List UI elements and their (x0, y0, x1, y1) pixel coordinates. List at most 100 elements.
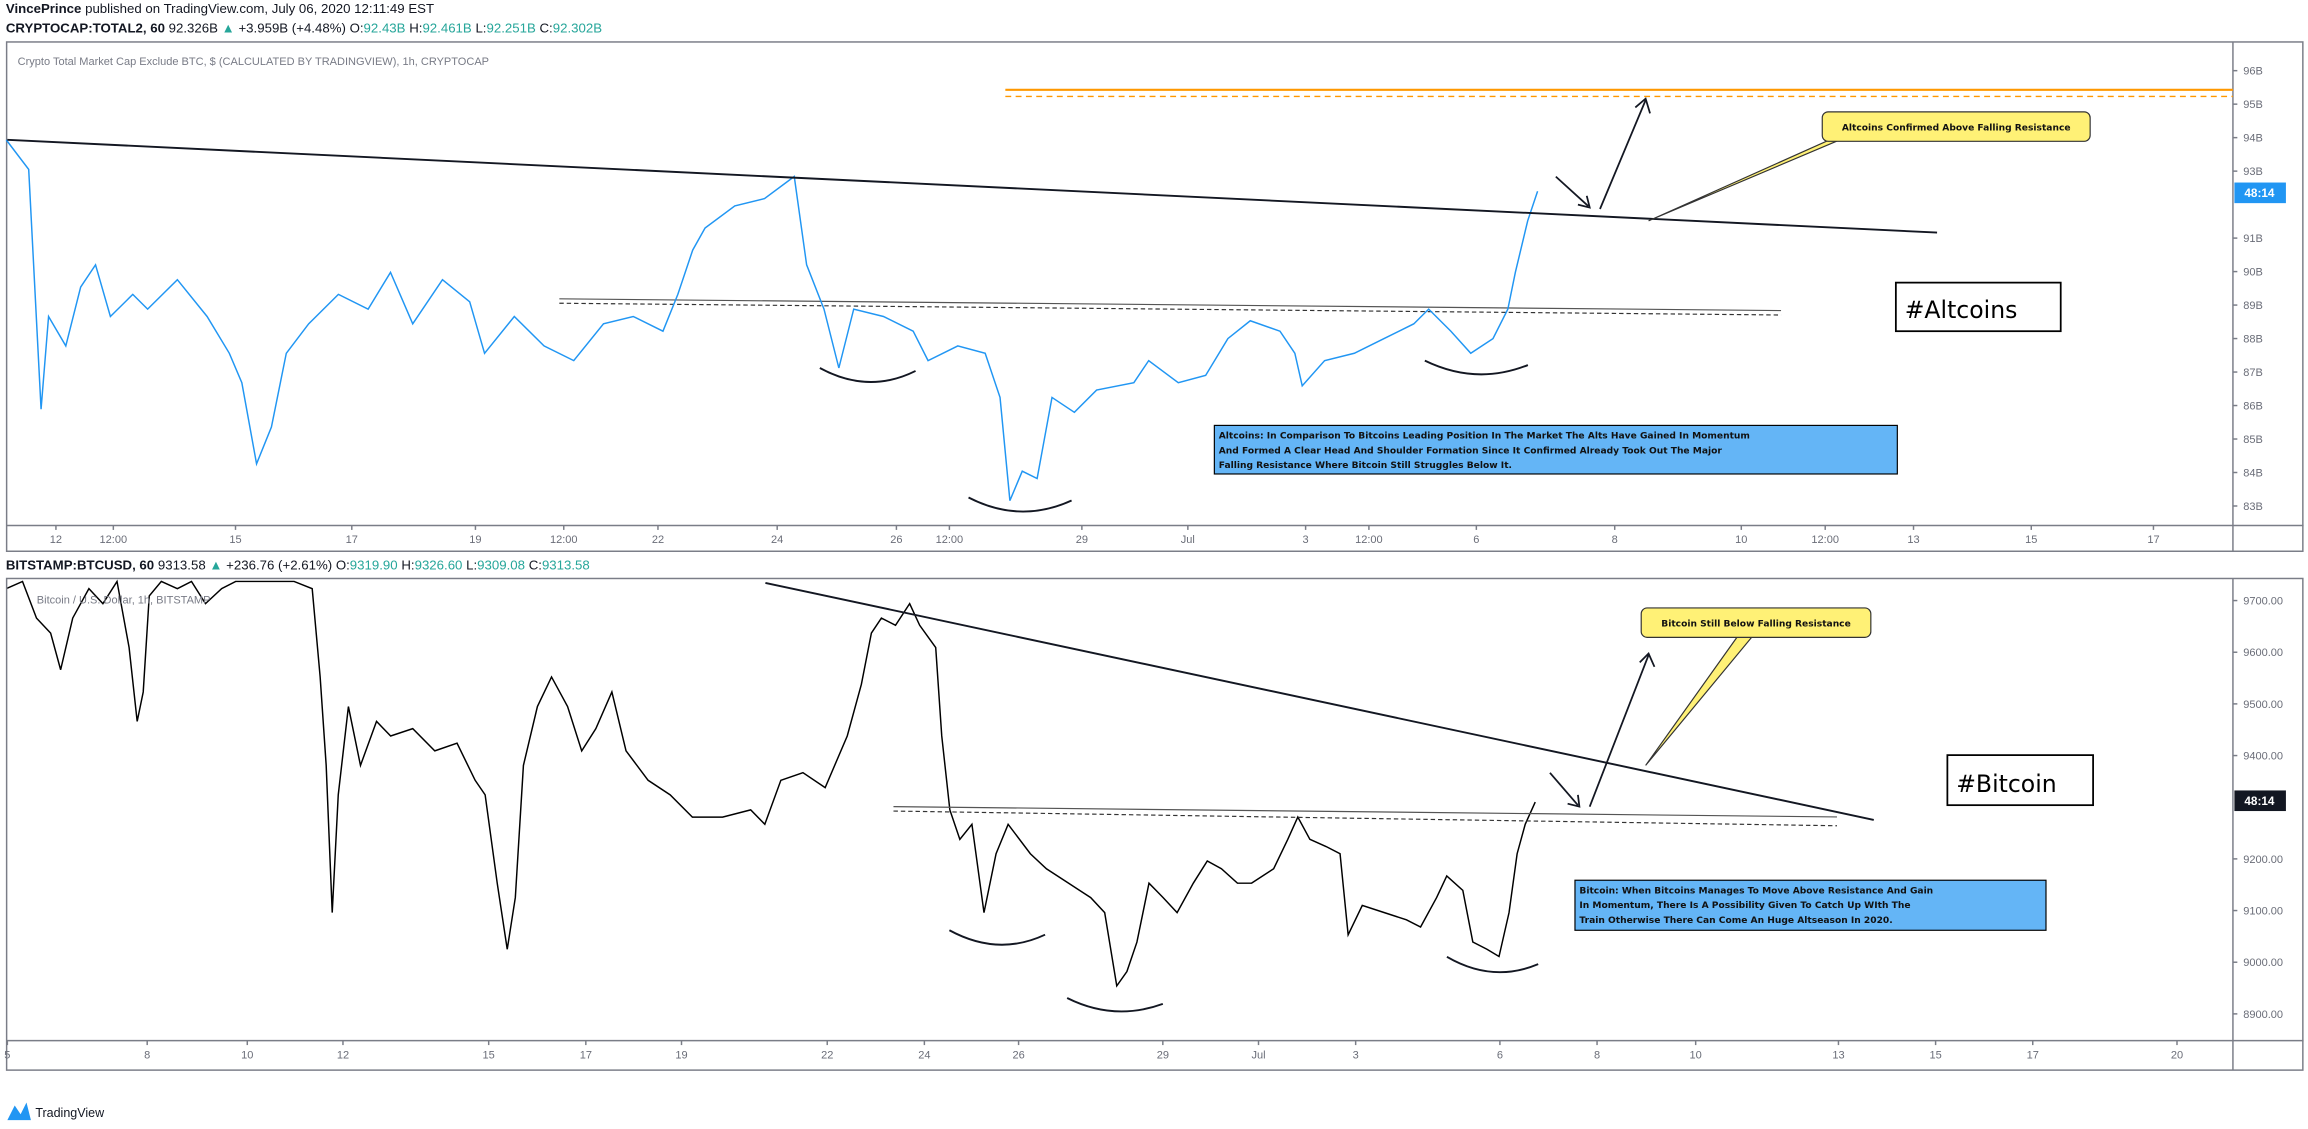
price-tick-label: 8900.00 (2243, 1009, 2283, 1021)
time-tick-label: 10 (241, 1049, 253, 1061)
head-arc[interactable] (968, 496, 1072, 513)
altcoins-tag[interactable]: #Altcoins (1894, 281, 2062, 333)
falling-resistance-line[interactable] (765, 581, 1874, 821)
o-label: O: (336, 558, 350, 573)
h-label: H: (409, 20, 422, 35)
left-shoulder-arc[interactable] (819, 367, 916, 383)
open-value: 9319.90 (350, 558, 398, 573)
time-tick-label: 22 (821, 1049, 833, 1061)
time-tick-label: 6 (1473, 534, 1479, 546)
c-label: C: (539, 20, 552, 35)
high-value: 9326.60 (415, 558, 463, 573)
time-tick-label: 5 (4, 1049, 10, 1061)
up-arrow-icon: ▲ (222, 20, 235, 35)
time-tick-label: 15 (229, 534, 241, 546)
neckline-dashed[interactable] (893, 810, 1837, 827)
price-axis[interactable]: 96B 95B 94B 93B 91B 90B 89B 88B 87B 86B 85B 84B 83B (2232, 66, 2263, 513)
neckline-dashed[interactable] (559, 302, 1782, 316)
low-value: 9309.08 (477, 558, 525, 573)
close-value: 92.302B (553, 20, 602, 35)
bitcoin-price-line (7, 579, 1536, 988)
note-line: Bitcoin: When Bitcoins Manages To Move A… (1579, 886, 1933, 896)
altcoin-pane[interactable]: Crypto Total Market Cap Exclude BTC, $ (… (5, 41, 2304, 552)
time-tick-label: 3 (1303, 534, 1309, 546)
time-tick-label: 12:00 (936, 534, 964, 546)
time-tick-label: 13 (1907, 534, 1919, 546)
right-shoulder-arc[interactable] (1446, 955, 1539, 974)
l-label: L: (475, 20, 486, 35)
time-tick-label: 3 (1353, 1049, 1359, 1061)
note-line: Falling Resistance Where Bitcoin Still S… (1219, 461, 1512, 471)
open-value: 92.43B (364, 20, 406, 35)
author[interactable]: VincePrince (6, 1, 82, 16)
time-tick-label: 17 (2147, 534, 2159, 546)
countdown-badge: 48:14 (2234, 790, 2286, 812)
callout-altcoins[interactable]: Altcoins Confirmed Above Falling Resista… (1648, 111, 2091, 222)
price-axis[interactable]: 9700.00 9600.00 9500.00 9400.00 9200.00 9100.… (2232, 596, 2283, 1021)
pullback-arrow-icon[interactable] (1555, 175, 1591, 209)
time-tick-label: 12:00 (100, 534, 128, 546)
price-tick-label: 90B (2243, 267, 2263, 279)
note-line: And Formed A Clear Head And Shoulder For… (1219, 446, 1723, 456)
time-tick-label: 22 (652, 534, 664, 546)
bottom-legend: BITSTAMP:BTCUSD, 60 9313.58 ▲ +236.76 (+… (6, 558, 590, 573)
c-label: C: (529, 558, 542, 573)
up-arrow-icon: ▲ (209, 558, 222, 573)
price-tick-label: 88B (2243, 334, 2263, 346)
tradingview-logo-icon (7, 1102, 31, 1121)
neckline[interactable] (893, 806, 1837, 818)
high-value: 92.461B (422, 20, 471, 35)
price-tick-label: 9000.00 (2243, 957, 2283, 969)
time-tick-label: 8 (1612, 534, 1618, 546)
falling-resistance-line[interactable] (7, 138, 1938, 234)
time-tick-label: 12 (337, 1049, 349, 1061)
logo-text: TradingView (35, 1106, 105, 1120)
time-tick-label: 19 (675, 1049, 687, 1061)
countdown-text: 48:14 (2244, 795, 2275, 808)
breakout-arrow-icon[interactable] (1599, 97, 1651, 210)
time-tick-label: 8 (144, 1049, 150, 1061)
breakout-arrow-icon[interactable] (1588, 652, 1656, 807)
price-tick-label: 9400.00 (2243, 751, 2283, 763)
bottom-symbol[interactable]: BITSTAMP:BTCUSD, 60 (6, 558, 154, 573)
time-tick-label: 15 (483, 1049, 495, 1061)
time-tick-label: Jul (1181, 534, 1195, 546)
pullback-arrow-icon[interactable] (1549, 772, 1581, 808)
right-shoulder-arc[interactable] (1424, 359, 1529, 376)
time-tick-label: 19 (469, 534, 481, 546)
note-line: Altcoins: In Comparison To Bitcoins Lead… (1219, 432, 1750, 442)
price-tick-label: 89B (2243, 300, 2263, 312)
altcoins-note[interactable]: Altcoins: In Comparison To Bitcoins Lead… (1213, 424, 1898, 475)
note-line: Train Otherwise There Can Come An Huge A… (1579, 916, 1892, 926)
price-tick-label: 85B (2243, 434, 2263, 446)
pane-frame (5, 577, 2304, 1071)
bitcoin-tag[interactable]: #Bitcoin (1946, 754, 2094, 807)
callout-bitcoin[interactable]: Bitcoin Still Below Falling Resistance (1640, 607, 1872, 766)
price-tick-label: 93B (2243, 166, 2263, 178)
time-tick-label: 10 (1690, 1049, 1702, 1061)
time-tick-label: 29 (1076, 534, 1088, 546)
note-line: In Momentum, There Is A Possibility Give… (1579, 901, 1910, 911)
price-tick-label: 9200.00 (2243, 854, 2283, 866)
published-text: published on TradingView.com, July 06, 2… (81, 1, 434, 16)
bitcoin-note[interactable]: Bitcoin: When Bitcoins Manages To Move A… (1574, 879, 2047, 931)
countdown-badge: 48:14 (2234, 182, 2286, 204)
price-tick-label: 9500.00 (2243, 699, 2283, 711)
chart-title: Crypto Total Market Cap Exclude BTC, $ (… (18, 56, 489, 68)
price-tick-label: 83B (2243, 501, 2263, 513)
time-tick-label: 12 (50, 534, 62, 546)
price-tick-label: 94B (2243, 133, 2263, 145)
bitcoin-pane[interactable]: 9700.00 9600.00 9500.00 9400.00 9200.00 9100.… (4, 577, 2304, 1071)
time-axis[interactable]: 5 8 10 12 15 17 19 22 24 26 29 Jul 3 6 8 10 13 15 17 20 (4, 1040, 2183, 1062)
time-axis[interactable]: 12 12:00 15 17 19 12:00 22 24 26 12:00 29 Jul 3 12:00… (50, 525, 2160, 546)
price-tick-label: 87B (2243, 367, 2263, 379)
callout-text: Altcoins Confirmed Above Falling Resista… (1842, 123, 2071, 133)
tag-text: #Bitcoin (1956, 770, 2056, 798)
top-last: 92.326B (169, 20, 218, 35)
tradingview-logo[interactable]: TradingView (7, 1102, 105, 1120)
price-tick-label: 9700.00 (2243, 596, 2283, 608)
left-shoulder-arc[interactable] (948, 929, 1046, 946)
neckline[interactable] (559, 298, 1782, 312)
head-arc[interactable] (1066, 997, 1164, 1013)
top-symbol[interactable]: CRYPTOCAP:TOTAL2, 60 (6, 20, 165, 35)
